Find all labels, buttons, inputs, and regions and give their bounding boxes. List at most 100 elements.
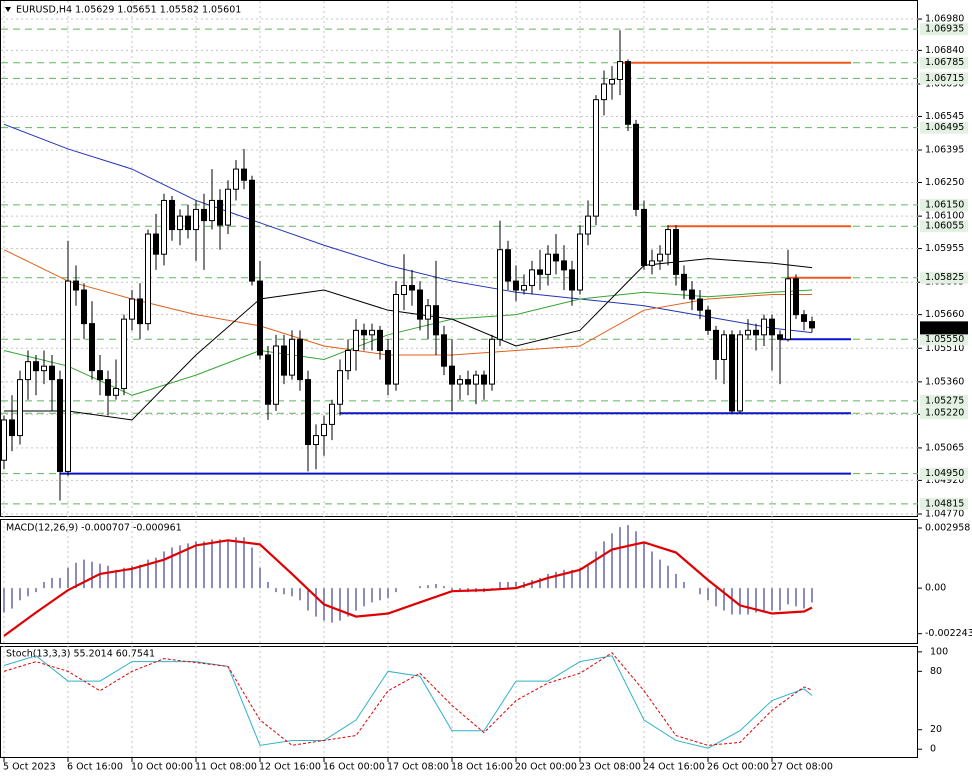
candle-body [761,318,767,336]
candle-body [681,273,687,291]
candle-body [273,345,279,405]
y-tick-label: 1.05510 [925,343,964,354]
candle-body [233,168,239,190]
price-level-tag [920,407,968,420]
candle-body [601,83,607,101]
price-level-label: 1.06715 [925,73,964,84]
candle-body [641,208,647,266]
candle-body [633,123,639,210]
candle-body [73,280,79,291]
candle-body [505,249,511,282]
candle-body [401,285,407,296]
x-tick-label: 11 Oct 08:00 [195,762,257,773]
stoch-line [3,652,813,746]
x-tick-label: 6 Oct 16:00 [67,762,123,773]
x-tick-label: 10 Oct 00:00 [131,762,193,773]
price-level-tag [920,497,968,510]
candle-body [617,61,623,81]
candle-body [553,253,559,262]
candle-body [457,379,463,385]
candle-body [809,321,815,329]
candle-body [777,334,783,340]
candle-body [153,233,159,255]
x-tick-label: 12 Oct 16:00 [259,762,321,773]
stoch-title: Stoch(13,3,3) 55.2014 60.7541 [6,649,155,660]
candle-body [417,289,423,320]
price-level-label: 1.04950 [925,468,964,479]
candle-body [481,374,487,385]
x-tick-label: 17 Oct 08:00 [387,762,449,773]
candle-body [57,379,63,472]
price-level-tag [920,394,968,407]
candle-body [209,199,215,222]
candle-body [465,379,471,385]
candle-body [241,168,247,181]
price-level-label: 1.06785 [925,57,964,68]
candle-body [321,423,327,437]
candle-body [329,403,335,425]
candle-body [745,329,751,336]
candle-body [385,349,391,385]
candle-body [657,253,663,262]
candle-body [25,361,31,381]
price-level-label: 1.06150 [925,199,964,210]
candle-body [737,334,743,412]
candle-body [217,199,223,226]
candle-body [569,269,575,291]
price-level-tag [920,271,968,284]
current-price-tag [920,321,968,335]
candle-body [121,318,127,390]
candle-body [265,354,271,405]
candle-body [113,388,119,396]
y-tick-label: 1.06545 [925,111,964,122]
price-level-tag [920,333,968,346]
price-level-label: 1.06495 [925,122,964,133]
y-tick-label: 1.05360 [925,376,964,387]
candle-body [529,269,535,287]
candle-body [145,233,151,325]
x-tick-label: 27 Oct 08:00 [771,762,833,773]
macd-panel [0,519,918,644]
stoch-panel [0,646,918,758]
price-level-label: 1.04815 [925,498,964,509]
y-tick-label: 0 [930,744,936,755]
y-tick-label: 1.05065 [925,442,964,453]
y-tick-label: 20 [930,724,942,735]
candle-body [17,379,23,437]
candle-body [705,309,711,331]
candle-body [297,338,303,381]
candle-body [65,280,71,472]
price-level-tag [920,72,968,85]
candle-body [257,280,263,356]
candle-body [689,289,695,300]
candle-body [177,215,183,231]
candle-body [9,419,15,437]
candle-body [353,329,359,351]
y-tick-label: 1.04920 [925,475,964,486]
y-tick-label: 1.05955 [925,243,964,254]
candle-body [537,269,543,275]
candle-body [305,379,311,446]
candle-body [609,79,615,85]
main-panel [0,0,918,517]
candle-body [137,298,143,325]
candle-body [425,305,431,320]
candle-body [169,199,175,231]
candle-body [201,208,207,222]
candle-body [441,334,447,367]
candle-body [161,199,167,255]
x-tick-label: 16 Oct 00:00 [323,762,385,773]
y-tick-label: 80 [930,666,942,677]
candle-body [721,334,727,360]
candle-body [33,361,39,372]
candle-body [337,370,343,405]
candle-body [185,215,191,231]
price-level-tag [920,198,968,211]
price-level-label: 1.05220 [925,408,964,419]
candle-body [41,365,47,372]
candle-body [649,260,655,266]
candle-body [585,215,591,235]
y-tick-label: 0.00 [925,583,946,594]
price-level-tag [920,23,968,36]
